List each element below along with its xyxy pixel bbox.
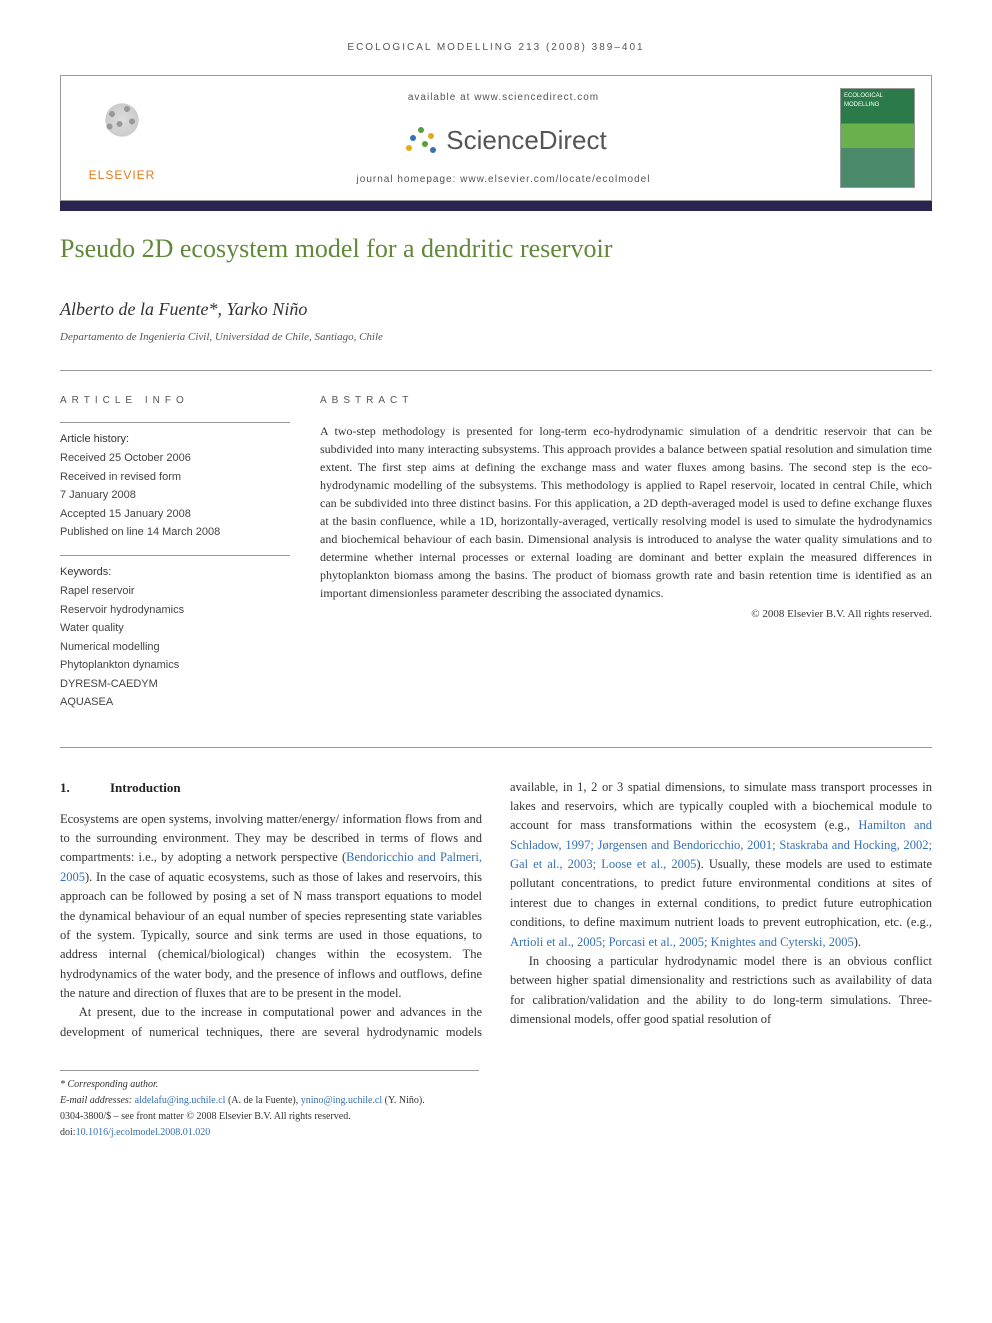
elsevier-text: ELSEVIER: [89, 166, 156, 184]
abstract: ABSTRACT A two-step methodology is prese…: [320, 393, 932, 725]
sciencedirect-dots-icon: [400, 125, 440, 155]
journal-cover-thumbnail: ECOLOGICAL MODELLING: [840, 88, 915, 188]
running-head: ECOLOGICAL MODELLING 213 (2008) 389–401: [60, 40, 932, 55]
paragraph: Ecosystems are open systems, involving m…: [60, 810, 482, 1004]
email-link[interactable]: aldelafu@ing.uchile.cl: [135, 1095, 226, 1106]
doi-link[interactable]: 10.1016/j.ecolmodel.2008.01.020: [76, 1127, 211, 1138]
abstract-text: A two-step methodology is presented for …: [320, 422, 932, 602]
corresponding-author-note: * Corresponding author.: [60, 1077, 479, 1092]
section-number: 1.: [60, 778, 110, 798]
doi-line: doi:10.1016/j.ecolmodel.2008.01.020: [60, 1125, 479, 1140]
email-line: E-mail addresses: aldelafu@ing.uchile.cl…: [60, 1093, 479, 1108]
footnotes: * Corresponding author. E-mail addresses…: [60, 1070, 479, 1140]
section-title: Introduction: [110, 780, 181, 795]
history-line: Received in revised form: [60, 469, 290, 486]
keyword: Rapel reservoir: [60, 583, 290, 600]
history-line: 7 January 2008: [60, 487, 290, 504]
keywords-block: Keywords: Rapel reservoir Reservoir hydro…: [60, 555, 290, 711]
email-link[interactable]: ynino@ing.uchile.cl: [301, 1095, 382, 1106]
keyword: Water quality: [60, 620, 290, 637]
history-line: Accepted 15 January 2008: [60, 506, 290, 523]
available-at-text: available at www.sciencedirect.com: [167, 90, 840, 105]
keyword: Reservoir hydrodynamics: [60, 602, 290, 619]
keyword: Numerical modelling: [60, 639, 290, 656]
history-line: Published on line 14 March 2008: [60, 524, 290, 541]
keywords-label: Keywords:: [60, 564, 290, 581]
keyword: Phytoplankton dynamics: [60, 657, 290, 674]
journal-homepage-text: journal homepage: www.elsevier.com/locat…: [167, 172, 840, 187]
history-line: Received 25 October 2006: [60, 450, 290, 467]
article-info-heading: ARTICLE INFO: [60, 393, 290, 408]
article-info: ARTICLE INFO Article history: Received 2…: [60, 393, 290, 725]
citation-link[interactable]: Artioli et al., 2005; Porcasi et al., 20…: [510, 935, 854, 949]
title-section: Pseudo 2D ecosystem model for a dendriti…: [60, 211, 932, 371]
info-abstract-row: ARTICLE INFO Article history: Received 2…: [60, 371, 932, 748]
keyword: AQUASEA: [60, 694, 290, 711]
title-bar: [60, 201, 932, 211]
copyright-line: © 2008 Elsevier B.V. All rights reserved…: [320, 606, 932, 623]
abstract-heading: ABSTRACT: [320, 393, 932, 408]
keyword: DYRESM-CAEDYM: [60, 676, 290, 693]
elsevier-logo: ELSEVIER: [77, 92, 167, 184]
header-center: available at www.sciencedirect.com Scien…: [167, 90, 840, 187]
history-label: Article history:: [60, 431, 290, 448]
sciencedirect-text: ScienceDirect: [446, 121, 606, 160]
elsevier-tree-icon: [87, 92, 157, 162]
journal-header: ELSEVIER available at www.sciencedirect.…: [60, 75, 932, 201]
body-text: 1.Introduction Ecosystems are open syste…: [60, 778, 932, 1043]
sciencedirect-logo: ScienceDirect: [400, 121, 606, 160]
issn-line: 0304-3800/$ – see front matter © 2008 El…: [60, 1109, 479, 1124]
section-heading: 1.Introduction: [60, 778, 482, 798]
article-title: Pseudo 2D ecosystem model for a dendriti…: [60, 229, 932, 268]
affiliation: Departamento de Ingeniería Civil, Univer…: [60, 329, 932, 346]
paragraph: In choosing a particular hydrodynamic mo…: [510, 952, 932, 1030]
article-history: Article history: Received 25 October 200…: [60, 422, 290, 541]
authors: Alberto de la Fuente*, Yarko Niño: [60, 296, 932, 323]
